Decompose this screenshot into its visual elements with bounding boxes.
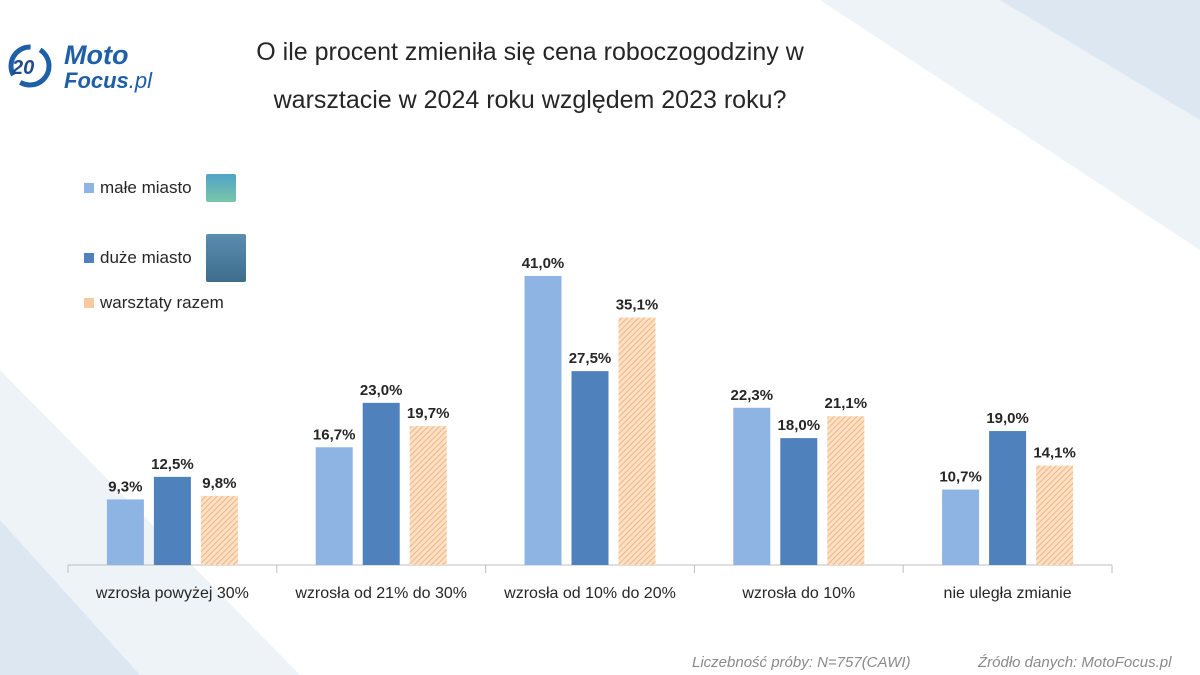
data-label: 14,1%	[1033, 445, 1076, 462]
data-label: 12,5%	[151, 456, 194, 473]
bar	[409, 426, 447, 565]
data-label: 18,0%	[778, 417, 821, 434]
legend-label: małe miasto	[100, 178, 192, 197]
bar	[571, 371, 609, 565]
bar	[1036, 465, 1074, 565]
bar	[827, 416, 865, 565]
data-label: 16,7%	[313, 426, 356, 443]
bar	[733, 407, 771, 565]
x-tick-label: wzrosła powyżej 30%	[95, 585, 249, 602]
legend-swatch	[84, 298, 94, 308]
data-label: 10,7%	[939, 469, 982, 486]
x-tick-label: nie uległa zmianie	[944, 585, 1072, 602]
svg-text:Focus.pl: Focus.pl	[64, 68, 153, 93]
x-tick-label: wzrosła do 10%	[741, 585, 855, 602]
bar	[200, 495, 238, 565]
legend-item-warsztaty-razem: warsztaty razem	[84, 293, 224, 313]
legend-label: duże miasto	[100, 248, 192, 267]
x-tick-label: wzrosła od 21% do 30%	[294, 585, 467, 602]
svg-text:Moto: Moto	[64, 40, 128, 70]
x-tick-label: wzrosła od 10% do 20%	[503, 585, 676, 602]
data-label: 21,1%	[825, 395, 868, 412]
bar	[106, 499, 144, 565]
small-town-icon	[205, 174, 236, 202]
bar	[780, 438, 818, 565]
bar	[942, 489, 980, 565]
chart-title: O ile procent zmieniła się cena roboczog…	[180, 28, 880, 124]
motofocus-logo: 20 Moto Focus.pl	[6, 36, 156, 96]
data-label: 9,8%	[202, 475, 236, 492]
legend-swatch	[84, 183, 94, 193]
bar	[618, 317, 656, 565]
title-line-2: warsztacie w 2024 roku względem 2023 rok…	[273, 86, 787, 114]
data-label: 35,1%	[616, 297, 659, 314]
title-line-1: O ile procent zmieniła się cena roboczog…	[256, 38, 804, 66]
data-label: 19,7%	[407, 405, 450, 422]
bar	[315, 447, 353, 565]
sample-size: Liczebność próby: N=757(CAWI)	[692, 654, 911, 671]
legend-item-male-miasto: małe miasto	[84, 174, 236, 202]
data-label: 23,0%	[360, 382, 403, 399]
data-source: Źródło danych: MotoFocus.pl	[978, 654, 1172, 671]
svg-text:20: 20	[11, 57, 34, 79]
bar	[362, 402, 400, 565]
big-city-icon	[205, 234, 246, 282]
data-label: 27,5%	[569, 350, 612, 367]
legend-item-duze-miasto: duże miasto	[84, 234, 246, 282]
bar	[989, 431, 1027, 565]
legend-label: warsztaty razem	[100, 293, 224, 312]
legend-swatch	[84, 253, 94, 263]
data-label: 19,0%	[986, 410, 1029, 427]
bar	[153, 476, 191, 565]
bar	[524, 275, 562, 565]
data-label: 22,3%	[731, 387, 774, 404]
data-label: 41,0%	[522, 255, 565, 272]
data-label: 9,3%	[108, 478, 142, 495]
